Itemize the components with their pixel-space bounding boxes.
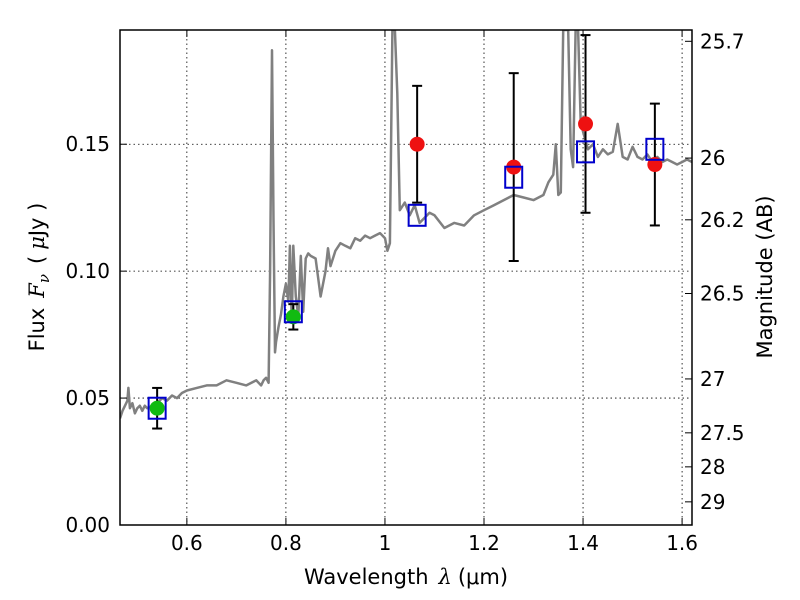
magnitude-axis-ticks: 25.7 26 26.2 26.5 27 27.5 28 29 bbox=[685, 29, 745, 514]
model-photometry-square bbox=[407, 203, 427, 227]
x-tick-label: 1 bbox=[379, 531, 392, 555]
magnitude-tick-label: 25.7 bbox=[700, 29, 745, 53]
magnitude-tick-label: 26 bbox=[700, 146, 725, 170]
x-tick-label: 1.2 bbox=[468, 531, 500, 555]
observed-optical-point bbox=[285, 309, 301, 325]
x-tick-label: 1.6 bbox=[666, 531, 698, 555]
y-tick-label: 0.15 bbox=[65, 132, 110, 156]
magnitude-tick-label: 26.2 bbox=[700, 208, 745, 232]
magnitude-tick-label: 27.5 bbox=[700, 421, 745, 445]
plot-frame bbox=[119, 29, 693, 526]
y-axis-label: Flux Fν ( μJy ) bbox=[25, 203, 53, 352]
y-axis-label-subscript: ν bbox=[35, 274, 53, 283]
model-photometry-square bbox=[504, 165, 524, 189]
magnitude-tick-label: 27 bbox=[700, 367, 725, 391]
x-axis-label-symbol: λ bbox=[438, 565, 452, 589]
y-tick-label: 0.05 bbox=[65, 386, 110, 410]
model-photometry-square bbox=[283, 300, 303, 324]
y-axis-ticks: 0.00 0.05 0.10 0.15 bbox=[65, 132, 127, 537]
y-axis-label-unit-mu: μ bbox=[25, 236, 49, 250]
x-tick-label: 0.8 bbox=[270, 531, 302, 555]
observed-nir-point bbox=[409, 136, 425, 152]
magnitude-tick-label: 29 bbox=[700, 490, 725, 514]
model-photometry-points bbox=[147, 137, 665, 420]
y-axis-label-unit-open: ( bbox=[25, 256, 49, 264]
x-axis-label-unit: (μm) bbox=[458, 565, 508, 589]
y-axis-label-symbol: F bbox=[25, 282, 49, 299]
magnitude-tick-label: 28 bbox=[700, 455, 725, 479]
y-axis-label-text: Flux bbox=[25, 308, 49, 352]
model-photometry-square bbox=[576, 140, 596, 164]
x-tick-label: 0.6 bbox=[171, 531, 203, 555]
model-photometry-square bbox=[147, 396, 167, 420]
y-axis-label-unit-rest: Jy ) bbox=[25, 203, 49, 239]
x-axis-label-text: Wavelength bbox=[304, 565, 429, 589]
x-axis-ticks: 0.6 0.8 1 1.2 1.4 1.6 bbox=[171, 30, 698, 555]
grid-lines bbox=[120, 30, 692, 525]
x-tick-label: 1.4 bbox=[567, 531, 599, 555]
y-tick-label: 0.10 bbox=[65, 259, 110, 283]
magnitude-tick-label: 26.5 bbox=[700, 281, 745, 305]
magnitude-axis-label: Magnitude (AB) bbox=[753, 195, 777, 358]
plot-area bbox=[120, 30, 692, 525]
model-photometry-square bbox=[645, 137, 665, 161]
model-spectrum-line bbox=[120, 30, 692, 419]
observed-optical-point bbox=[149, 400, 165, 416]
observed-nir-point bbox=[578, 116, 594, 132]
x-axis-label: Wavelength λ (μm) bbox=[304, 565, 508, 589]
y-tick-label: 0.00 bbox=[65, 513, 110, 537]
